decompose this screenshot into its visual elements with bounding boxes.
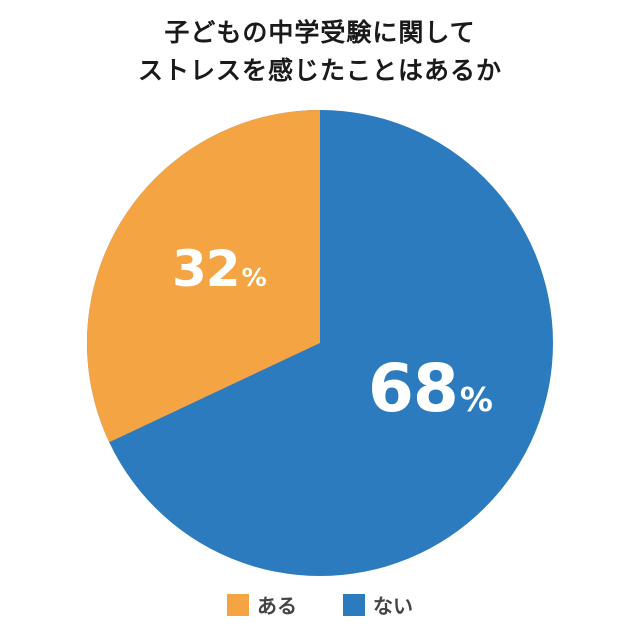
slice-label-nai: 68%	[368, 350, 493, 427]
percent-sign: %	[459, 380, 493, 419]
legend-item-aru: ある	[227, 590, 297, 619]
chart-title-line-1: 子どもの中学受験に関して	[164, 18, 476, 47]
legend-swatch-orange	[227, 593, 249, 616]
legend: ある ない	[0, 590, 640, 619]
legend-label-aru: ある	[257, 594, 297, 618]
slice-value-aru: 32	[172, 240, 241, 298]
chart-title: 子どもの中学受験に関して ストレスを感じたことはあるか	[0, 14, 640, 90]
chart-title-line-2: ストレスを感じたことはあるか	[137, 56, 502, 85]
slice-value-nai: 68	[368, 350, 459, 427]
legend-label-nai: ない	[373, 594, 413, 618]
legend-swatch-blue	[343, 593, 365, 616]
legend-item-nai: ない	[343, 590, 413, 619]
percent-sign: %	[241, 263, 267, 292]
slice-label-aru: 32%	[172, 240, 267, 298]
pie-slice-aru	[87, 110, 320, 443]
